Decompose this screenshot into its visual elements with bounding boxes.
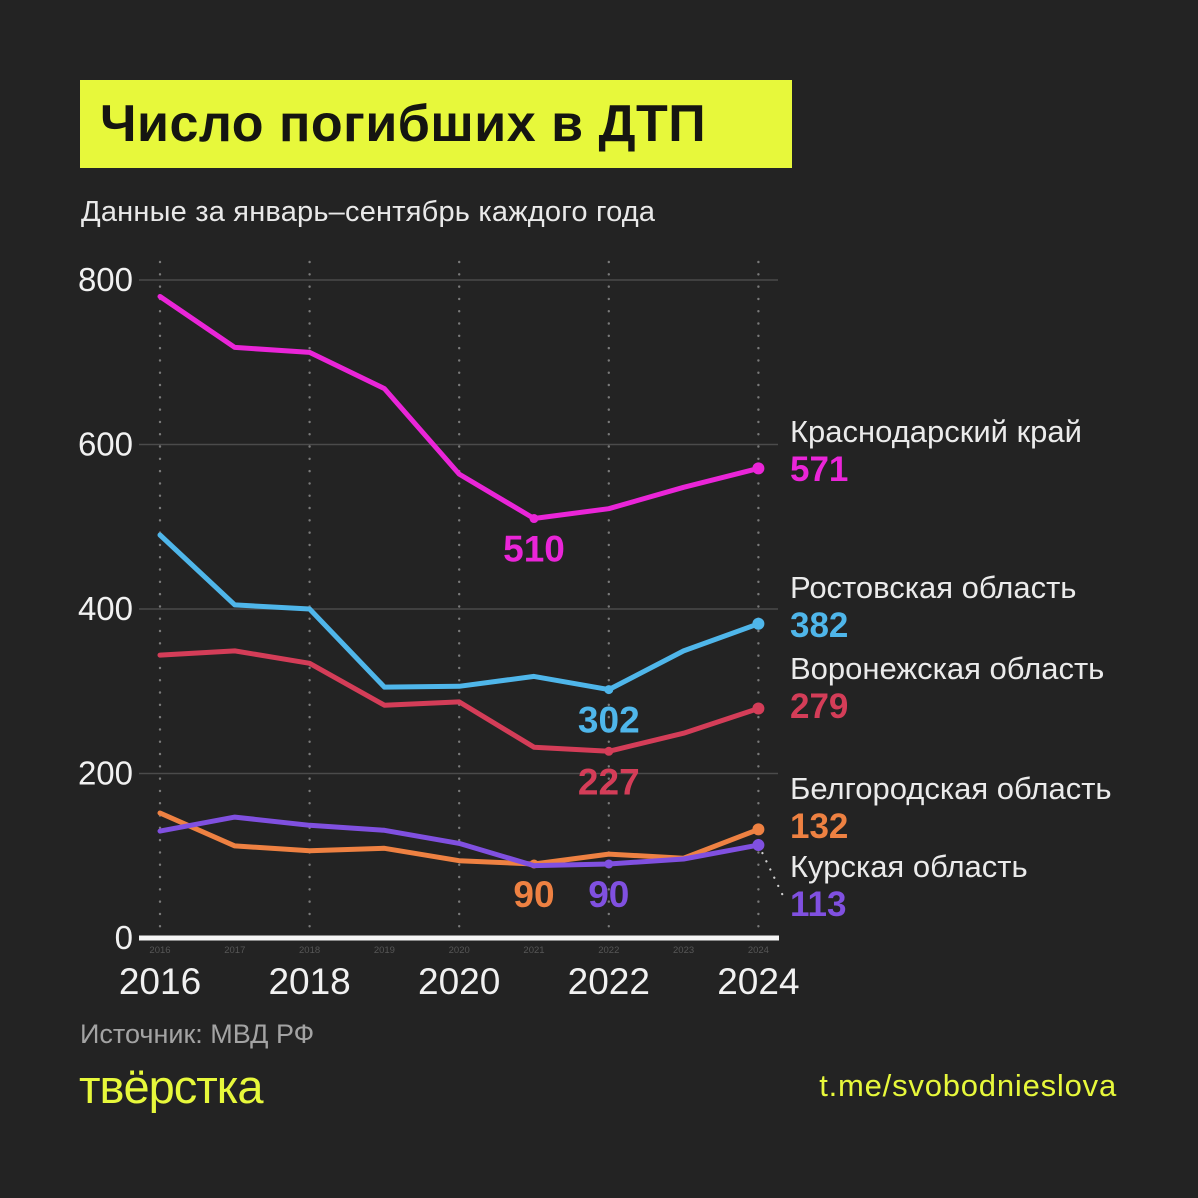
y-axis-label: 200: [78, 755, 133, 792]
annotated-point-dot: [604, 859, 614, 869]
x-axis-label: 2020: [418, 961, 500, 1002]
series-line: [157, 814, 761, 869]
legend-leader-line: [761, 851, 788, 904]
x-axis-minor-label: 2016: [149, 945, 170, 956]
series-endpoint-dot: [752, 823, 765, 836]
x-axis-minor-label: 2021: [523, 945, 544, 956]
y-axis-label: 400: [78, 590, 133, 627]
verstka-logo: твёрстка: [79, 1060, 264, 1113]
x-axis-minor-label: 2018: [299, 945, 320, 956]
y-axis-label: 800: [78, 261, 133, 298]
annotated-point-dot: [604, 746, 614, 756]
x-axis-label: 2018: [268, 961, 350, 1002]
x-axis-label: 2024: [717, 961, 799, 1002]
series-endpoint-dot: [752, 462, 765, 475]
data-point-label: 302: [578, 700, 640, 741]
x-axis-minor-label: 2023: [673, 945, 694, 956]
annotated-point-dot: [604, 685, 614, 695]
x-axis-label: 2016: [119, 961, 201, 1002]
series-line: [157, 648, 761, 754]
series-line: [157, 532, 761, 693]
x-axis-minor-label: 2017: [224, 945, 245, 956]
y-axis-label: 600: [78, 426, 133, 463]
x-axis-minor-label: 2019: [374, 945, 395, 956]
data-point-label: 510: [503, 529, 565, 570]
annotated-point-dot: [529, 514, 539, 524]
x-axis-minor-label: 2024: [748, 945, 769, 956]
series-line: [157, 810, 761, 867]
x-axis-minor-label: 2020: [449, 945, 470, 956]
x-axis-label: 2022: [568, 961, 650, 1002]
data-point-label: 227: [578, 761, 640, 802]
series-endpoint-dot: [752, 702, 765, 715]
x-axis-minor-label: 2022: [598, 945, 619, 956]
data-source-note: Источник: МВД РФ: [80, 1019, 315, 1049]
telegram-link[interactable]: t.me/svobodnieslova: [819, 1068, 1117, 1103]
series-endpoint-dot: [752, 839, 765, 852]
chart-subtitle: Данные за январь–сентябрь каждого года: [81, 196, 656, 228]
page-title: Число погибших в ДТП: [100, 95, 707, 153]
title-highlight-box: Число погибших в ДТП: [80, 80, 792, 168]
series-endpoint-dot: [752, 617, 765, 630]
data-point-label: 90: [588, 874, 629, 915]
data-point-label: 90: [513, 874, 554, 915]
y-axis-label: 0: [115, 919, 133, 956]
series-line: [157, 294, 761, 521]
